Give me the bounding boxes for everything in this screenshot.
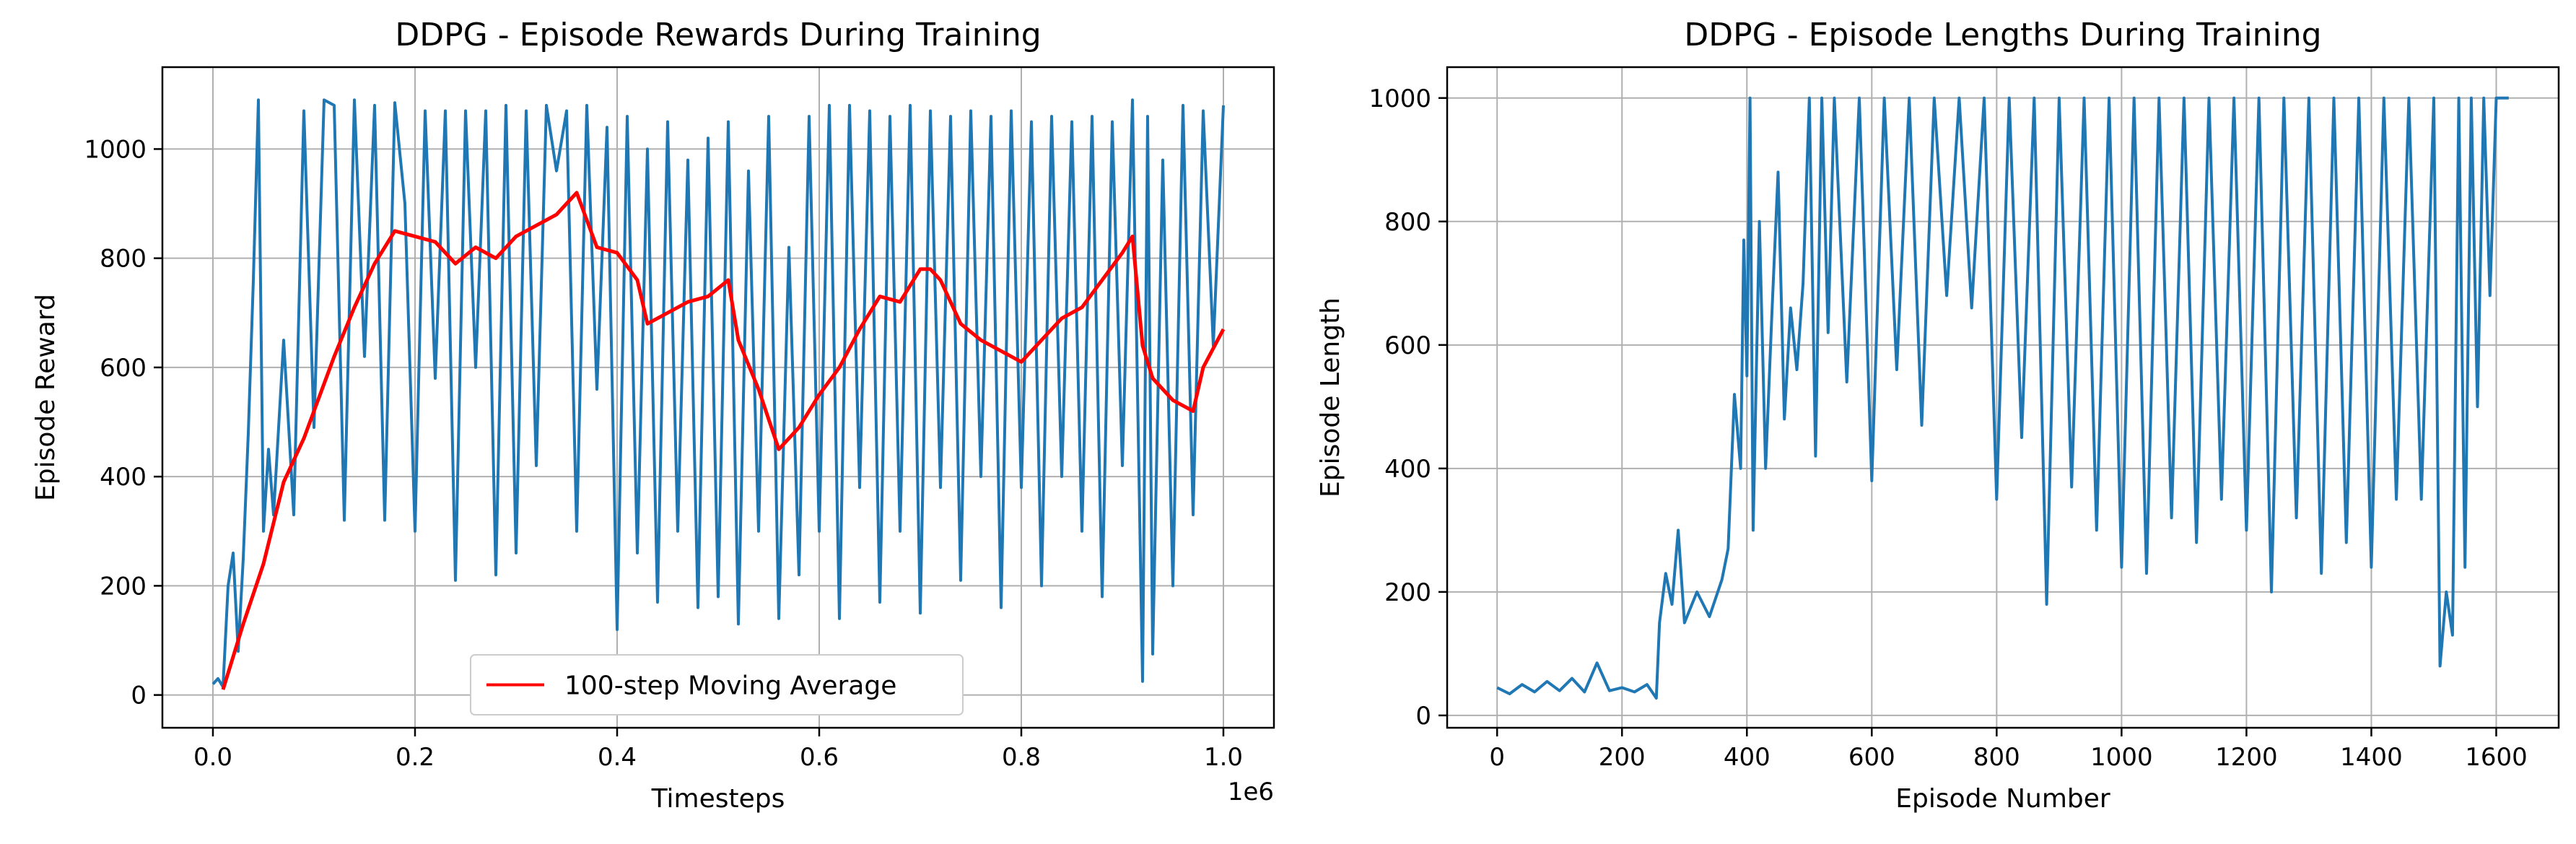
lengths-chart-title: DDPG - Episode Lengths During Training bbox=[1684, 17, 2321, 53]
y-tick-label: 0 bbox=[1415, 702, 1431, 731]
rewards-x-axis-label: Timesteps bbox=[651, 784, 785, 814]
x-tick-label: 0.0 bbox=[193, 743, 232, 772]
series-line-moving-average bbox=[221, 191, 1226, 690]
lengths-grid bbox=[1447, 67, 2559, 728]
rewards-y-ticks: 0 200 400 600 800 1000 bbox=[84, 135, 162, 710]
y-tick-label: 600 bbox=[1384, 331, 1431, 360]
x-tick-label: 1200 bbox=[2215, 743, 2278, 772]
x-tick-label: 1600 bbox=[2465, 743, 2528, 772]
x-tick-label: 600 bbox=[1848, 743, 1895, 772]
y-tick-label: 1000 bbox=[1368, 84, 1431, 113]
legend-label-moving-average: 100-step Moving Average bbox=[564, 671, 896, 701]
rewards-x-offset-label: 1e6 bbox=[1228, 778, 1274, 806]
x-tick-label: 1.0 bbox=[1204, 743, 1243, 772]
x-tick-label: 0.2 bbox=[396, 743, 435, 772]
y-tick-label: 600 bbox=[100, 354, 147, 383]
x-tick-label: 1400 bbox=[2340, 743, 2403, 772]
lengths-plot-frame bbox=[1446, 66, 2560, 729]
x-tick-label: 1000 bbox=[2090, 743, 2153, 772]
lengths-y-axis-label: Episode Length bbox=[1316, 297, 1345, 497]
rewards-chart-title: DDPG - Episode Rewards During Training bbox=[395, 17, 1041, 53]
series-line-lengths bbox=[1496, 96, 2509, 700]
x-tick-label: 400 bbox=[1724, 743, 1771, 772]
lengths-x-axis-label: Episode Number bbox=[1895, 784, 2110, 814]
y-tick-label: 0 bbox=[131, 682, 147, 710]
y-tick-label: 400 bbox=[100, 463, 147, 492]
rewards-x-ticks: 0.0 0.2 0.4 0.6 0.8 1.0 bbox=[193, 728, 1243, 772]
rewards-y-axis-label: Episode Reward bbox=[31, 294, 61, 501]
lengths-x-ticks: 0 200 400 600 800 1000 1200 1400 1600 bbox=[1489, 728, 2528, 772]
x-tick-label: 0.8 bbox=[1002, 743, 1041, 772]
x-tick-label: 0.4 bbox=[598, 743, 637, 772]
legend-box bbox=[470, 654, 964, 715]
y-tick-label: 200 bbox=[100, 572, 147, 601]
rewards-chart: 0.0 0.2 0.4 0.6 0.8 1.0 0 200 400 600 800 1000 DDP… bbox=[31, 17, 1275, 814]
x-tick-label: 200 bbox=[1599, 743, 1646, 772]
x-tick-label: 800 bbox=[1973, 743, 2020, 772]
y-tick-label: 200 bbox=[1384, 578, 1431, 607]
lengths-y-ticks: 0 200 400 600 800 1000 bbox=[1368, 84, 1447, 731]
rewards-series bbox=[211, 98, 1226, 690]
x-tick-label: 0 bbox=[1489, 743, 1505, 772]
y-tick-label: 1000 bbox=[84, 135, 147, 164]
x-tick-label: 0.6 bbox=[800, 743, 839, 772]
rewards-legend: 100-step Moving Average bbox=[470, 654, 964, 715]
rewards-plot-frame bbox=[161, 66, 1275, 729]
series-line-rewards bbox=[211, 98, 1225, 689]
lengths-series bbox=[1496, 96, 2509, 700]
lengths-chart: 0 200 400 600 800 1000 1200 1400 1600 0 200 400 600… bbox=[1316, 17, 2560, 814]
y-tick-label: 400 bbox=[1384, 455, 1431, 484]
y-tick-label: 800 bbox=[1384, 208, 1431, 237]
y-tick-label: 800 bbox=[100, 245, 147, 274]
